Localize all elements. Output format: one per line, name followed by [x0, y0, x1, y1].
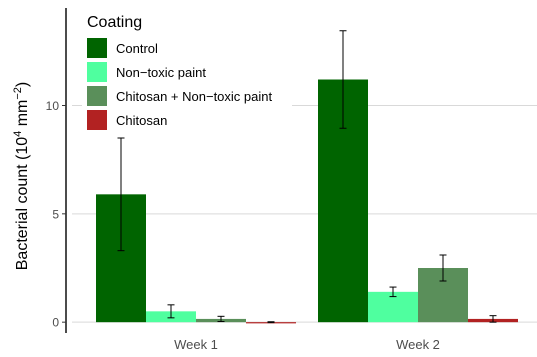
legend-swatch-1 [87, 62, 107, 82]
legend-label-0: Control [116, 41, 158, 56]
y-tick-label-0: 0 [52, 316, 59, 330]
x-ticks: Week 1 Week 2 [174, 337, 440, 352]
legend: Coating Control Non−toxic paint Chitosan +… [82, 8, 292, 132]
legend-swatch-2 [87, 86, 107, 106]
legend-label-2: Chitosan + Non−toxic paint [116, 89, 272, 104]
legend-background [82, 8, 292, 132]
y-tick-label-5: 5 [52, 207, 59, 221]
error-bars [117, 30, 497, 324]
legend-swatch-0 [87, 38, 107, 58]
y-ticks: 0 5 10 [46, 99, 66, 330]
x-tick-label-1: Week 2 [396, 337, 440, 352]
y-axis-title: Bacterial count (104 mm−2) [12, 82, 31, 271]
y-tick-label-10: 10 [46, 99, 60, 113]
legend-swatch-3 [87, 110, 107, 130]
legend-label-3: Chitosan [116, 113, 167, 128]
legend-title: Coating [87, 14, 142, 31]
legend-items: Control Non−toxic paint Chitosan + Non−tox… [87, 38, 272, 130]
x-tick-label-0: Week 1 [174, 337, 218, 352]
legend-label-1: Non−toxic paint [116, 65, 206, 80]
